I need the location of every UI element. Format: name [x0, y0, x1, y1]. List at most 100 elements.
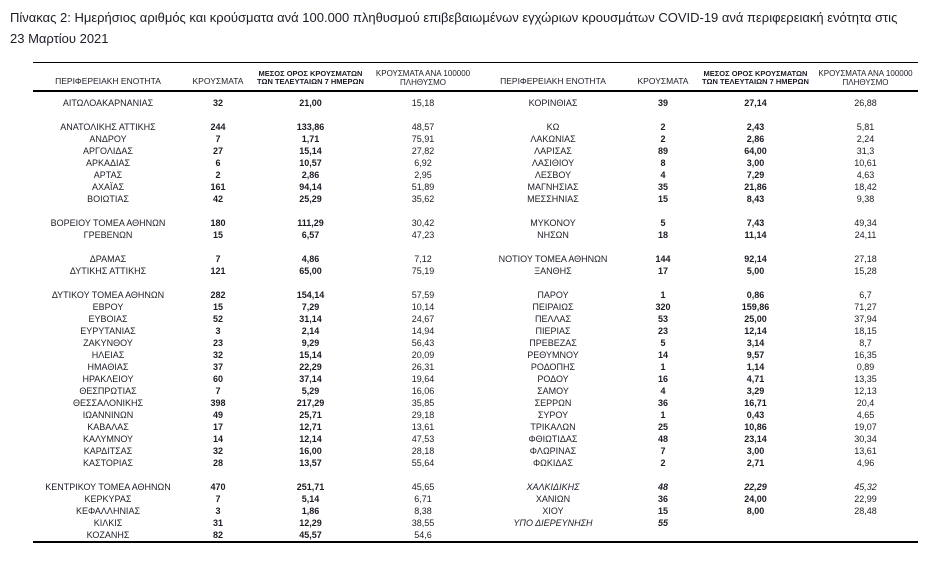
avg7-cell: 5,29 [301, 385, 320, 396]
per100k-cell: 56,43 [411, 337, 435, 348]
avg7-cell: 251,71 [296, 481, 325, 492]
avg7-cell: 12,14 [299, 433, 322, 444]
cases-cell: 27 [212, 145, 223, 156]
region-cell: ΔΥΤΙΚΗΣ ΑΤΤΙΚΗΣ [69, 265, 147, 276]
cases-cell [628, 241, 698, 253]
region-cell: ΡΟΔΟΥ [537, 373, 569, 384]
per100k-cell: 16,06 [411, 385, 435, 396]
table-row: ΑΝΑΤΟΛΙΚΗΣ ΑΤΤΙΚΗΣ 244 133,86 48,57 ΚΩ 2 2,43 5… [33, 121, 918, 133]
avg7-cell: 3,00 [746, 445, 765, 456]
per100k-cell: 15,28 [854, 265, 877, 276]
region-cell: ΚΟΡΙΝΘΙΑΣ [528, 97, 578, 108]
cases-cell: 17 [657, 265, 668, 276]
region-cell: ΚΟΖΑΝΗΣ [33, 528, 183, 543]
region-cell: ΠΑΡΟΥ [537, 289, 569, 300]
region-cell: ΛΑΡΙΣΑΣ [534, 145, 572, 156]
cases-cell [628, 277, 698, 289]
region-cell: ΒΟΙΩΤΙΑΣ [87, 193, 129, 204]
region-cell: ΚΕΡΚΥΡΑΣ [84, 493, 132, 504]
cases-cell: 55 [657, 517, 668, 528]
header-row: ΠΕΡΙΦΕΡΕΙΑΚΗ ΕΝΟΤΗΤΑ ΚΡΟΥΣΜΑΤΑ ΜΕΣΟΣ ΟΡΟ… [33, 61, 918, 92]
header-cases-right: ΚΡΟΥΣΜΑΤΑ [628, 61, 698, 92]
table-row [33, 241, 918, 253]
cases-cell: 23 [657, 325, 668, 336]
cases-cell: 161 [210, 181, 226, 192]
cases-cell: 42 [212, 193, 223, 204]
cases-cell: 28 [212, 457, 223, 468]
region-cell [33, 205, 183, 217]
region-cell: ΡΟΔΟΠΗΣ [530, 361, 576, 372]
per100k-cell: 10,14 [411, 301, 435, 312]
region-cell: ΜΥΚΟΝΟΥ [530, 217, 576, 228]
avg7-cell: 11,14 [744, 229, 767, 240]
region-cell: ΑΡΓΟΛΙΔΑΣ [83, 145, 133, 156]
cases-cell: 121 [210, 265, 226, 276]
avg7-cell: 64,00 [744, 145, 767, 156]
per100k-cell: 28,18 [411, 445, 435, 456]
avg7-cell [698, 469, 813, 481]
cases-cell: 14 [212, 433, 223, 444]
table-row: ΚΕΝΤΡΙΚΟΥ ΤΟΜΕΑ ΑΘΗΝΩΝ 470 251,71 45,65 ΧΑΛΚ… [33, 481, 918, 493]
avg7-cell: 21,00 [299, 97, 322, 108]
cases-cell: 32 [212, 349, 223, 360]
region-cell: ΕΒΡΟΥ [92, 301, 124, 312]
per100k-cell: 27,82 [411, 145, 435, 156]
region-cell [33, 109, 183, 121]
avg7-cell: 7,43 [746, 217, 765, 228]
table-row: ΙΩΑΝΝΙΝΩΝ 49 25,71 29,18 ΣΥΡΟΥ 1 0,43 4,65 [33, 409, 918, 421]
cases-cell: 39 [657, 97, 668, 108]
region-cell: ΚΕΦΑΛΛΗΝΙΑΣ [75, 505, 141, 516]
cases-cell [183, 109, 253, 121]
region-cell: ΠΕΙΡΑΙΩΣ [532, 301, 574, 312]
cases-cell: 7 [215, 493, 221, 504]
cases-cell: 17 [212, 421, 223, 432]
region-cell: ΚΑΡΔΙΤΣΑΣ [83, 445, 133, 456]
per100k-cell: 28,48 [854, 505, 877, 516]
per100k-cell: 49,34 [854, 217, 877, 228]
avg7-cell: 0,43 [746, 409, 765, 420]
avg7-cell [253, 277, 368, 289]
per100k-cell: 75,91 [411, 133, 435, 144]
per100k-cell: 75,19 [411, 265, 435, 276]
table-row [33, 469, 918, 481]
cases-cell: 15 [212, 229, 223, 240]
cases-cell: 7 [660, 445, 666, 456]
table-row: ΗΡΑΚΛΕΙΟΥ 60 37,14 19,64 ΡΟΔΟΥ 16 4,71 13,35 [33, 373, 918, 385]
avg7-cell: 25,00 [744, 313, 767, 324]
covid-regional-table: ΠΕΡΙΦΕΡΕΙΑΚΗ ΕΝΟΤΗΤΑ ΚΡΟΥΣΜΑΤΑ ΜΕΣΟΣ ΟΡΟ… [33, 61, 918, 543]
cases-cell: 32 [212, 97, 223, 108]
region-cell: ΚΑΣΤΟΡΙΑΣ [83, 457, 133, 468]
per100k-cell: 8,38 [414, 505, 432, 516]
table-row: ΚΑΒΑΛΑΣ 17 12,71 13,61 ΤΡΙΚΑΛΩΝ 25 10,86 19,07 [33, 421, 918, 433]
cases-cell [183, 205, 253, 217]
per100k-cell: 26,31 [411, 361, 435, 372]
per100k-cell: 24,67 [411, 313, 435, 324]
per100k-cell: 57,59 [411, 289, 435, 300]
region-cell: ΑΝΔΡΟΥ [89, 133, 127, 144]
cases-cell: 23 [212, 337, 223, 348]
cases-cell: 36 [657, 493, 668, 504]
avg7-cell: 2,71 [746, 457, 765, 468]
table-row: ΓΡΕΒΕΝΩΝ 15 6,57 47,23 ΝΗΣΩΝ 18 11,14 24,11 [33, 229, 918, 241]
per100k-cell: 12,13 [854, 385, 877, 396]
region-cell: ΣΕΡΡΩΝ [534, 397, 572, 408]
region-cell: ΚΑΒΑΛΑΣ [87, 421, 129, 432]
table-row: ΚΑΣΤΟΡΙΑΣ 28 13,57 55,64 ΦΩΚΙΔΑΣ 2 2,71 4,96 [33, 457, 918, 469]
region-cell: ΔΡΑΜΑΣ [89, 253, 127, 264]
per100k-cell: 55,64 [411, 457, 435, 468]
table-row: ΕΥΡΥΤΑΝΙΑΣ 3 2,14 14,94 ΠΙΕΡΙΑΣ 23 12,14 18,15 [33, 325, 918, 337]
cases-cell: 5 [660, 337, 666, 348]
region-cell: ΒΟΡΕΙΟΥ ΤΟΜΕΑ ΑΘΗΝΩΝ [50, 217, 166, 228]
region-cell: ΑΡΚΑΔΙΑΣ [85, 157, 131, 168]
per100k-cell: 27,18 [854, 253, 877, 264]
per100k-cell [368, 241, 478, 253]
cases-cell: 7 [215, 385, 221, 396]
avg7-cell: 12,14 [744, 325, 767, 336]
cases-cell: 282 [210, 289, 226, 300]
per100k-cell: 20,4 [856, 397, 875, 408]
avg7-cell [253, 109, 368, 121]
avg7-cell: 2,43 [746, 121, 765, 132]
avg7-cell: 111,29 [297, 217, 324, 228]
avg7-cell: 10,57 [299, 157, 322, 168]
avg7-cell [698, 205, 813, 217]
